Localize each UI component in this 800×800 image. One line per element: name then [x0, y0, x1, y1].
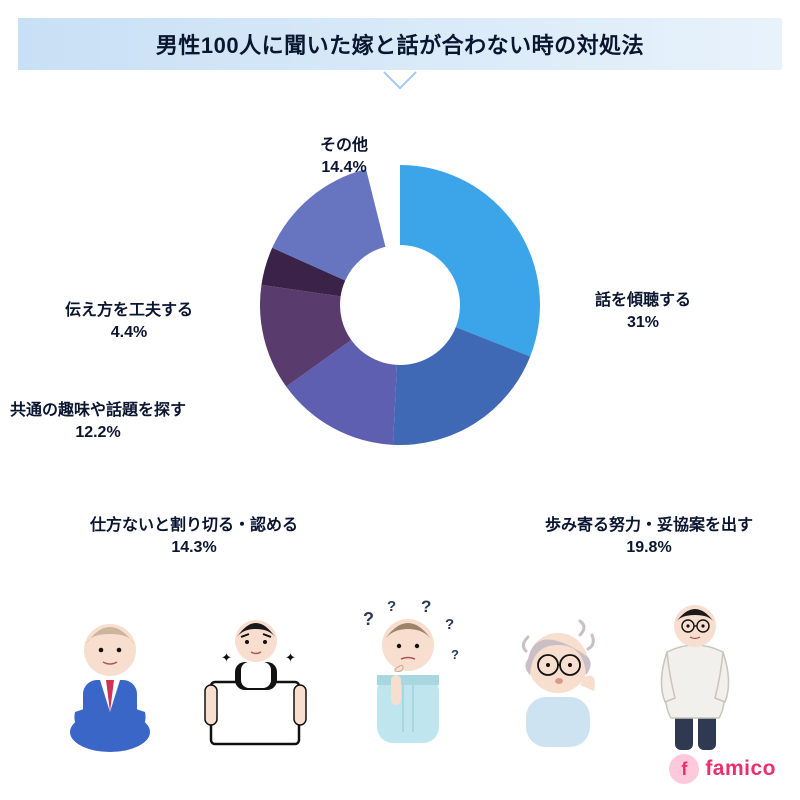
- brand-logo: f famico: [669, 754, 776, 784]
- person-casual-man: [643, 592, 748, 752]
- slice-label: 話を傾聴する31%: [595, 290, 691, 333]
- svg-text:✦: ✦: [285, 650, 296, 665]
- svg-text:?: ?: [451, 647, 459, 662]
- slice-label-text: 仕方ないと割り切る・認める: [90, 515, 298, 537]
- donut-slice: [400, 165, 540, 357]
- donut-chart: 話を傾聴する31% 歩み寄る努力・妥協案を出す19.8% 仕方ないと割り切る・認める…: [0, 110, 800, 590]
- slice-label-pct: 4.4%: [65, 322, 193, 344]
- person-sign-man: ✦ ✦: [193, 607, 318, 752]
- svg-text:?: ?: [387, 598, 396, 615]
- slice-label-pct: 14.3%: [90, 537, 298, 559]
- slice-label: 仕方ないと割り切る・認める14.3%: [90, 515, 298, 558]
- svg-text:?: ?: [445, 616, 454, 633]
- svg-text:✦: ✦: [221, 650, 232, 665]
- slice-label-text: 共通の趣味や話題を探す: [10, 400, 186, 422]
- page-title: 男性100人に聞いた嫁と話が合わない時の対処法: [156, 28, 644, 60]
- slice-label-text: 話を傾聴する: [595, 290, 691, 312]
- slice-label-pct: 19.8%: [545, 537, 753, 559]
- slice-label: 歩み寄る努力・妥協案を出す19.8%: [545, 515, 753, 558]
- title-bar: 男性100人に聞いた嫁と話が合わない時の対処法: [18, 18, 782, 70]
- slice-label-text: 歩み寄る努力・妥協案を出す: [545, 515, 753, 537]
- slice-label: 伝え方を工夫する4.4%: [65, 300, 193, 343]
- slice-label-text: 伝え方を工夫する: [65, 300, 193, 322]
- title-pointer-icon: [382, 70, 418, 92]
- slice-label-pct: 12.2%: [10, 422, 186, 444]
- logo-text: famico: [705, 757, 776, 781]
- slice-label-pct: 31%: [595, 312, 691, 334]
- slice-label: その他14.4%: [320, 135, 368, 178]
- donut-svg: [260, 165, 540, 445]
- slice-label-pct: 14.4%: [320, 157, 368, 179]
- slice-label: 共通の趣味や話題を探す12.2%: [10, 400, 186, 443]
- person-thinking-man: ? ? ? ? ?: [343, 597, 473, 752]
- svg-text:?: ?: [363, 609, 374, 629]
- slice-label-text: その他: [320, 135, 368, 157]
- people-illustrations: ✦ ✦ ? ? ? ? ?: [40, 592, 760, 752]
- person-glasses: [498, 607, 618, 752]
- person-suit-man: [53, 602, 168, 752]
- svg-text:?: ?: [421, 597, 431, 616]
- logo-badge-icon: f: [669, 754, 699, 784]
